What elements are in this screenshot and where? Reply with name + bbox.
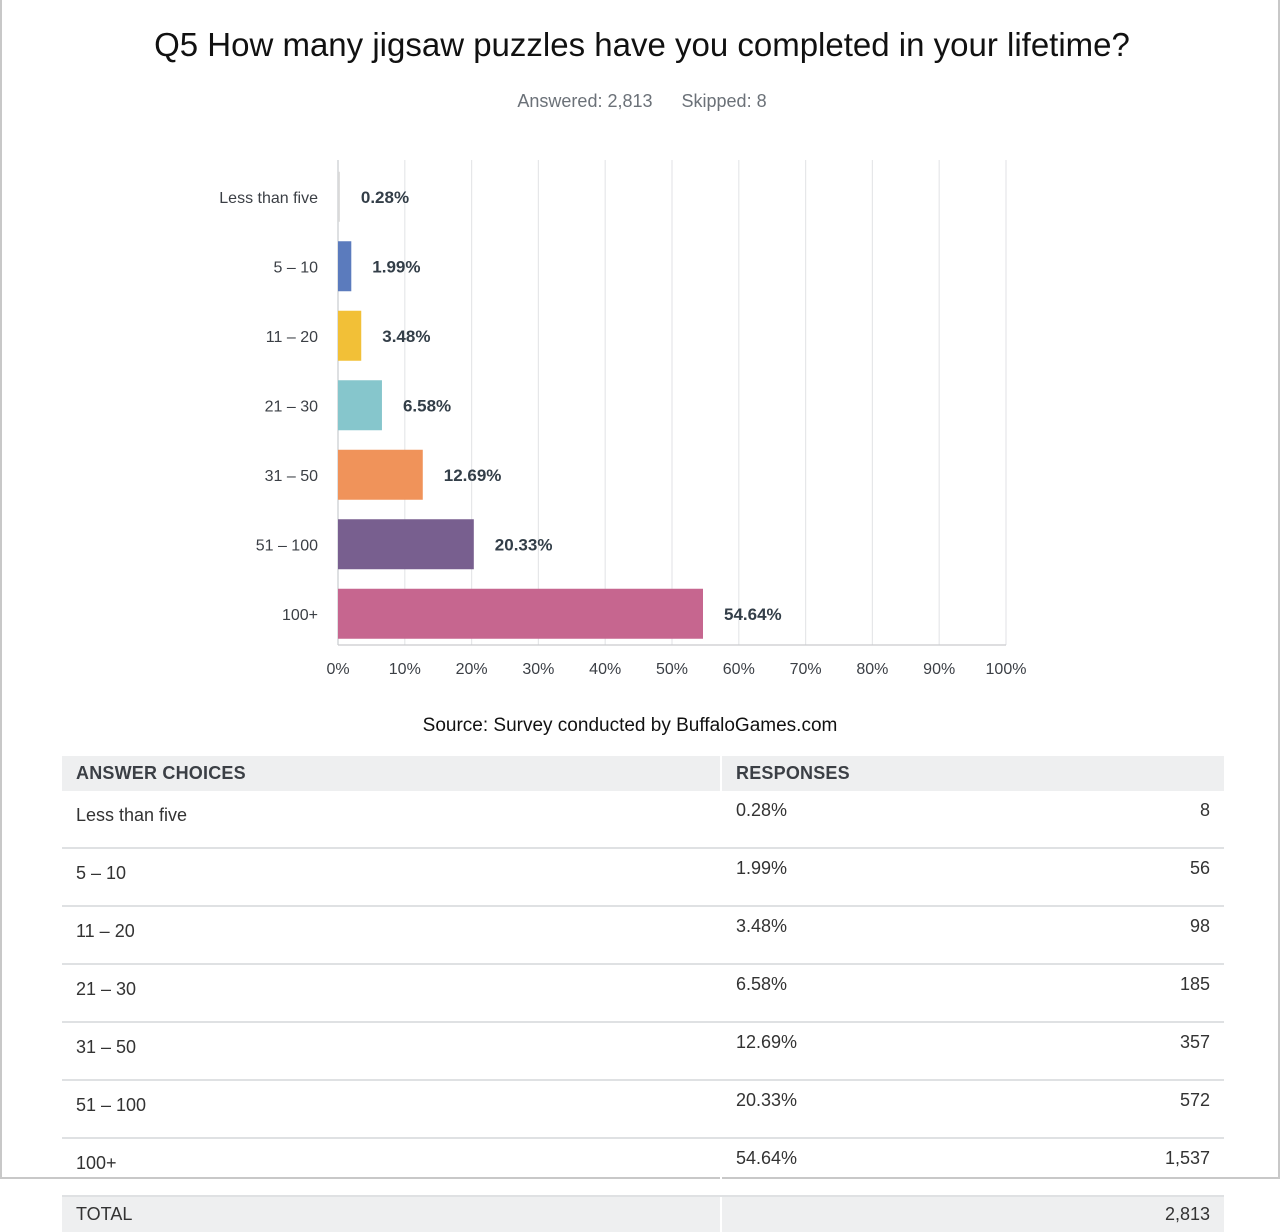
x-tick-label: 100% [986, 661, 1027, 678]
table-header-row: ANSWER CHOICES RESPONSES [62, 756, 1224, 791]
x-tick-label: 20% [456, 661, 488, 678]
response-count-cell: 1,537 [972, 1138, 1224, 1197]
response-count-cell: 572 [972, 1080, 1224, 1139]
x-tick-label: 80% [856, 661, 888, 678]
responses-table: ANSWER CHOICES RESPONSES Less than five 0… [62, 756, 1224, 1232]
answer-choice-cell: 21 – 30 [62, 964, 722, 1023]
answer-choice-cell: 11 – 20 [62, 906, 722, 965]
category-label: 5 – 10 [274, 259, 319, 276]
table-row: 51 – 100 20.33% 572 [62, 1080, 1224, 1139]
category-label: 21 – 30 [265, 398, 318, 415]
chart-bars [338, 171, 703, 639]
table-row: Less than five 0.28% 8 [62, 791, 1224, 849]
answer-choice-cell: 100+ [62, 1138, 722, 1197]
bar [338, 310, 362, 361]
value-label: 0.28% [361, 188, 409, 207]
table-row: 31 – 50 12.69% 357 [62, 1022, 1224, 1081]
total-count: 2,813 [721, 1196, 1224, 1232]
skipped-count: Skipped: 8 [681, 91, 767, 111]
response-percent-cell: 1.99% [721, 848, 973, 907]
value-label: 1.99% [372, 257, 420, 276]
bar [338, 519, 474, 570]
response-percent-cell: 20.33% [721, 1080, 973, 1139]
header-answer-choices: ANSWER CHOICES [62, 756, 722, 791]
response-count-cell: 185 [972, 964, 1224, 1023]
response-count-cell: 56 [972, 848, 1224, 907]
bar [338, 171, 340, 222]
table-row: 11 – 20 3.48% 98 [62, 906, 1224, 965]
bar [338, 588, 703, 639]
table-body: Less than five 0.28% 8 5 – 10 1.99% 56 11 – 20… [62, 791, 1224, 1232]
table-row: 5 – 10 1.99% 56 [62, 848, 1224, 907]
value-label: 12.69% [444, 466, 502, 485]
x-tick-label: 40% [589, 661, 621, 678]
x-tick-label: 10% [389, 661, 421, 678]
x-tick-label: 0% [326, 661, 349, 678]
answer-choice-cell: 51 – 100 [62, 1080, 722, 1139]
response-count-cell: 98 [972, 906, 1224, 965]
x-tick-label: 30% [522, 661, 554, 678]
x-tick-label: 50% [656, 661, 688, 678]
response-percent-cell: 3.48% [721, 906, 973, 965]
question-title: Q5 How many jigsaw puzzles have you comp… [154, 26, 1130, 63]
total-label: TOTAL [62, 1196, 722, 1232]
x-tick-label: 60% [723, 661, 755, 678]
response-count-cell: 8 [972, 791, 1224, 849]
x-tick-label: 70% [790, 661, 822, 678]
response-counts: Answered: 2,813 Skipped: 8 [2, 91, 1280, 112]
response-percent-cell: 54.64% [721, 1138, 973, 1197]
value-label: 54.64% [724, 605, 782, 624]
chart-grid [337, 160, 1007, 645]
bar [338, 241, 352, 292]
answered-count: Answered: 2,813 [517, 91, 653, 111]
x-tick-label: 90% [923, 661, 955, 678]
chart-axes: 0% 10% 20% 30% 40% 50% 60% 70% 80% 90% 100% Less th… [219, 188, 1026, 678]
response-count-cell: 357 [972, 1022, 1224, 1081]
response-percent-cell: 0.28% [721, 791, 973, 849]
answer-choice-cell: 5 – 10 [62, 848, 722, 907]
category-label: 11 – 20 [266, 329, 318, 346]
table-row: 21 – 30 6.58% 185 [62, 964, 1224, 1023]
value-label: 3.48% [382, 327, 430, 346]
category-label: 100+ [282, 607, 318, 624]
category-label: 51 – 100 [256, 537, 318, 554]
total-row: TOTAL 2,813 [62, 1196, 1224, 1232]
response-percent-cell: 6.58% [721, 964, 973, 1023]
value-label: 6.58% [403, 396, 451, 415]
answer-choice-cell: 31 – 50 [62, 1022, 722, 1081]
category-label: 31 – 50 [265, 468, 318, 485]
answer-choice-cell: Less than five [62, 791, 722, 849]
header-responses: RESPONSES [721, 756, 1224, 791]
source-note: Source: Survey conducted by BuffaloGames… [422, 715, 838, 736]
table-row: 100+ 54.64% 1,537 [62, 1138, 1224, 1197]
bar [338, 449, 423, 500]
bar-chart: 0% 10% 20% 30% 40% 50% 60% 70% 80% 90% 100% Less th… [219, 160, 1026, 678]
bar [338, 380, 382, 431]
value-label: 20.33% [495, 535, 553, 554]
category-label: Less than five [219, 190, 318, 207]
response-percent-cell: 12.69% [721, 1022, 973, 1081]
